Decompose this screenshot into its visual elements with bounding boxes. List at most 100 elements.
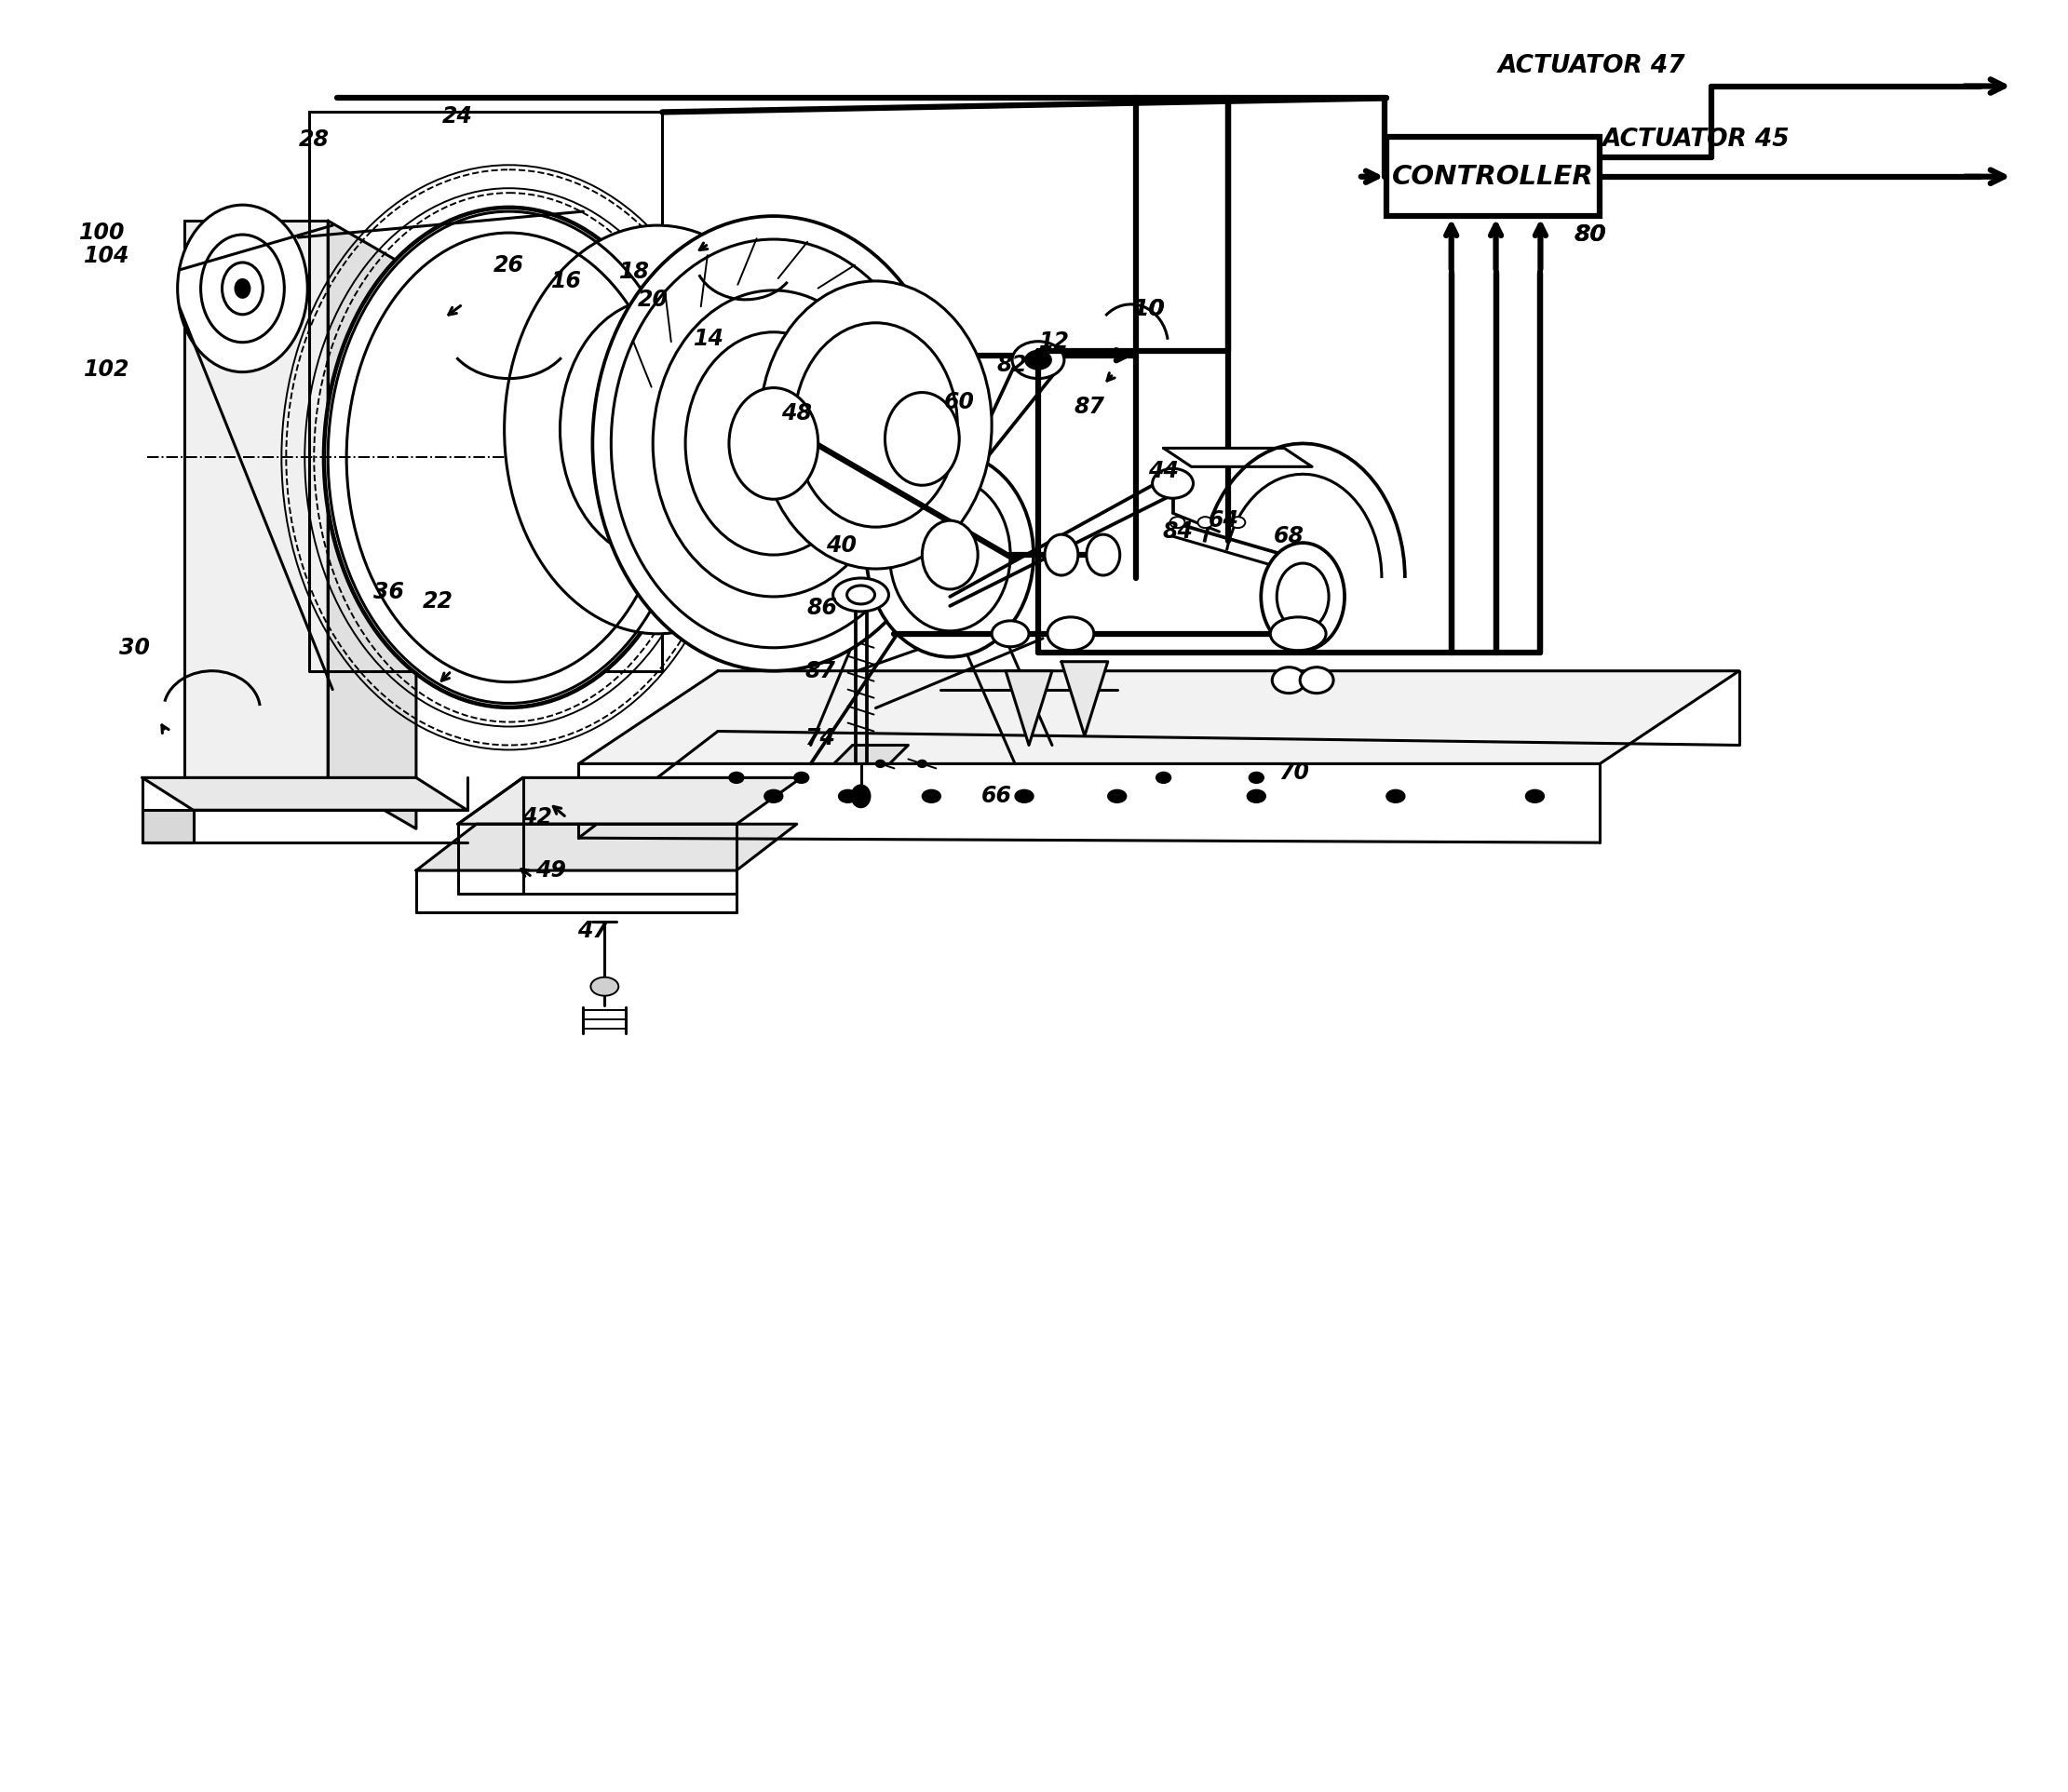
Text: 84: 84 bbox=[1162, 520, 1193, 543]
Text: 80: 80 bbox=[1574, 224, 1607, 246]
Text: 10: 10 bbox=[1133, 297, 1166, 321]
Ellipse shape bbox=[1015, 790, 1034, 803]
Polygon shape bbox=[1005, 670, 1053, 745]
Ellipse shape bbox=[848, 586, 875, 604]
Text: 48: 48 bbox=[782, 401, 813, 425]
Polygon shape bbox=[143, 810, 192, 842]
Text: 28: 28 bbox=[298, 129, 329, 151]
Text: 30: 30 bbox=[120, 636, 151, 659]
Text: 86: 86 bbox=[807, 597, 838, 618]
Text: 36: 36 bbox=[372, 581, 403, 604]
Text: 47: 47 bbox=[577, 919, 608, 943]
Ellipse shape bbox=[1011, 342, 1065, 378]
Text: 26: 26 bbox=[494, 254, 525, 276]
Text: 80: 80 bbox=[1574, 224, 1607, 246]
Ellipse shape bbox=[922, 520, 978, 590]
Ellipse shape bbox=[759, 281, 993, 568]
Polygon shape bbox=[457, 778, 802, 824]
Text: 82: 82 bbox=[997, 353, 1028, 376]
Text: 24: 24 bbox=[443, 106, 474, 127]
Ellipse shape bbox=[653, 290, 893, 597]
Text: 22: 22 bbox=[422, 590, 453, 613]
Ellipse shape bbox=[1270, 616, 1326, 650]
Ellipse shape bbox=[1152, 468, 1193, 498]
Ellipse shape bbox=[1247, 790, 1266, 803]
Ellipse shape bbox=[838, 790, 856, 803]
Ellipse shape bbox=[885, 392, 960, 486]
Text: 10: 10 bbox=[1133, 297, 1166, 321]
Ellipse shape bbox=[221, 262, 263, 314]
Ellipse shape bbox=[1249, 772, 1264, 783]
Ellipse shape bbox=[323, 206, 695, 708]
Ellipse shape bbox=[612, 240, 937, 647]
Text: 64: 64 bbox=[1208, 509, 1239, 532]
Ellipse shape bbox=[794, 323, 957, 527]
Text: 14: 14 bbox=[693, 328, 724, 349]
Ellipse shape bbox=[794, 772, 809, 783]
Text: 104: 104 bbox=[85, 246, 130, 267]
Text: 102: 102 bbox=[85, 358, 130, 380]
Ellipse shape bbox=[560, 299, 755, 559]
Text: 44: 44 bbox=[1148, 461, 1179, 482]
Text: 74: 74 bbox=[804, 728, 835, 749]
Text: 16: 16 bbox=[552, 271, 581, 292]
Ellipse shape bbox=[1170, 516, 1185, 529]
Ellipse shape bbox=[866, 453, 1034, 658]
Polygon shape bbox=[1164, 448, 1311, 466]
Ellipse shape bbox=[993, 620, 1030, 647]
Ellipse shape bbox=[1108, 790, 1127, 803]
Polygon shape bbox=[1061, 661, 1108, 737]
Bar bbox=[889, 504, 1011, 611]
Ellipse shape bbox=[1386, 790, 1404, 803]
Ellipse shape bbox=[852, 785, 871, 808]
Text: 20: 20 bbox=[637, 289, 668, 310]
Ellipse shape bbox=[606, 362, 709, 498]
Ellipse shape bbox=[730, 387, 819, 500]
Ellipse shape bbox=[1230, 516, 1245, 529]
Ellipse shape bbox=[505, 226, 811, 634]
Ellipse shape bbox=[1044, 534, 1077, 575]
Ellipse shape bbox=[236, 280, 250, 297]
Ellipse shape bbox=[1156, 772, 1170, 783]
Text: 12: 12 bbox=[1040, 330, 1071, 353]
Ellipse shape bbox=[918, 760, 926, 767]
Ellipse shape bbox=[1026, 351, 1051, 369]
Polygon shape bbox=[416, 824, 796, 871]
Text: 49: 49 bbox=[536, 860, 567, 882]
Ellipse shape bbox=[730, 772, 744, 783]
Ellipse shape bbox=[685, 332, 862, 556]
Ellipse shape bbox=[201, 235, 283, 342]
Ellipse shape bbox=[178, 204, 308, 373]
Ellipse shape bbox=[1272, 667, 1305, 694]
Ellipse shape bbox=[1276, 563, 1330, 631]
Text: 100: 100 bbox=[79, 222, 126, 244]
Polygon shape bbox=[579, 670, 1739, 763]
Text: 70: 70 bbox=[1278, 762, 1309, 785]
Text: CONTROLLER: CONTROLLER bbox=[1392, 163, 1594, 190]
Bar bbox=[1386, 138, 1601, 217]
Ellipse shape bbox=[889, 478, 1011, 631]
Ellipse shape bbox=[1261, 543, 1344, 650]
Polygon shape bbox=[833, 745, 908, 763]
Text: 18: 18 bbox=[618, 260, 649, 283]
Ellipse shape bbox=[1197, 516, 1212, 529]
Text: 40: 40 bbox=[825, 534, 856, 557]
Ellipse shape bbox=[594, 217, 955, 670]
Ellipse shape bbox=[1086, 534, 1121, 575]
Polygon shape bbox=[310, 113, 662, 670]
Ellipse shape bbox=[1048, 616, 1094, 650]
Text: ACTUATOR 45: ACTUATOR 45 bbox=[1603, 127, 1789, 152]
Text: 42: 42 bbox=[521, 806, 552, 828]
Text: 87: 87 bbox=[804, 659, 835, 683]
Polygon shape bbox=[184, 220, 329, 778]
Ellipse shape bbox=[833, 579, 889, 611]
Ellipse shape bbox=[922, 790, 941, 803]
Text: 87: 87 bbox=[1073, 396, 1104, 418]
Ellipse shape bbox=[1526, 790, 1545, 803]
Text: 66: 66 bbox=[980, 785, 1011, 808]
Ellipse shape bbox=[765, 790, 784, 803]
Polygon shape bbox=[143, 778, 467, 810]
Text: 68: 68 bbox=[1274, 525, 1305, 548]
Ellipse shape bbox=[591, 977, 618, 996]
Ellipse shape bbox=[1301, 667, 1334, 694]
